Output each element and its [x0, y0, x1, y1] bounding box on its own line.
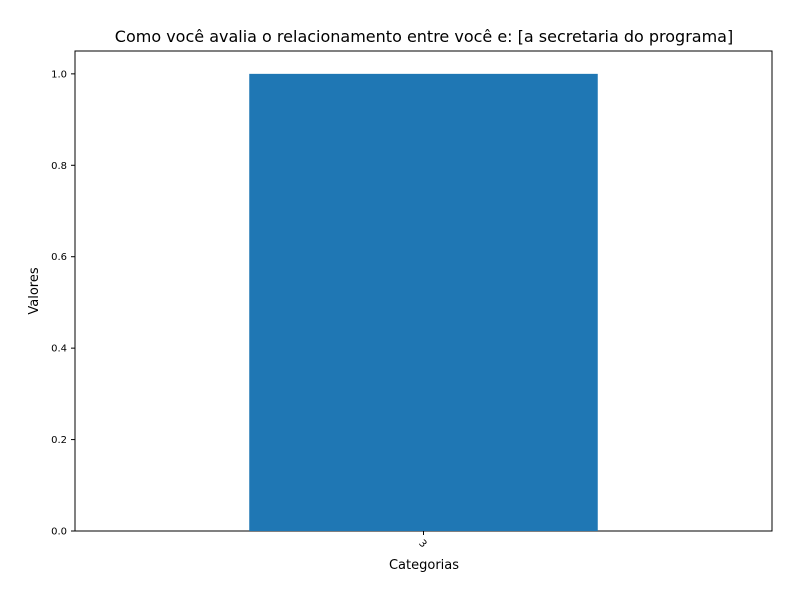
y-tick-label: 0.6 [51, 252, 67, 263]
y-tick-label: 0.8 [51, 161, 67, 172]
y-tick-label: 1.0 [51, 69, 67, 80]
y-axis-ticks: 0.0 0.2 0.4 0.6 0.8 1.0 [51, 69, 75, 538]
y-tick-label: 0.4 [51, 344, 67, 355]
x-tick-label: 3 [416, 538, 428, 550]
x-axis-ticks: 3 [416, 531, 429, 550]
y-tick-label: 0.2 [51, 435, 67, 446]
x-axis-label: Categorias [389, 558, 459, 573]
y-tick-label: 0.0 [51, 527, 67, 538]
y-axis-label: Valores [27, 267, 42, 314]
bars-group [249, 73, 598, 531]
chart-title: Como você avalia o relacionamento entre … [115, 27, 733, 46]
bar-3 [249, 73, 598, 531]
